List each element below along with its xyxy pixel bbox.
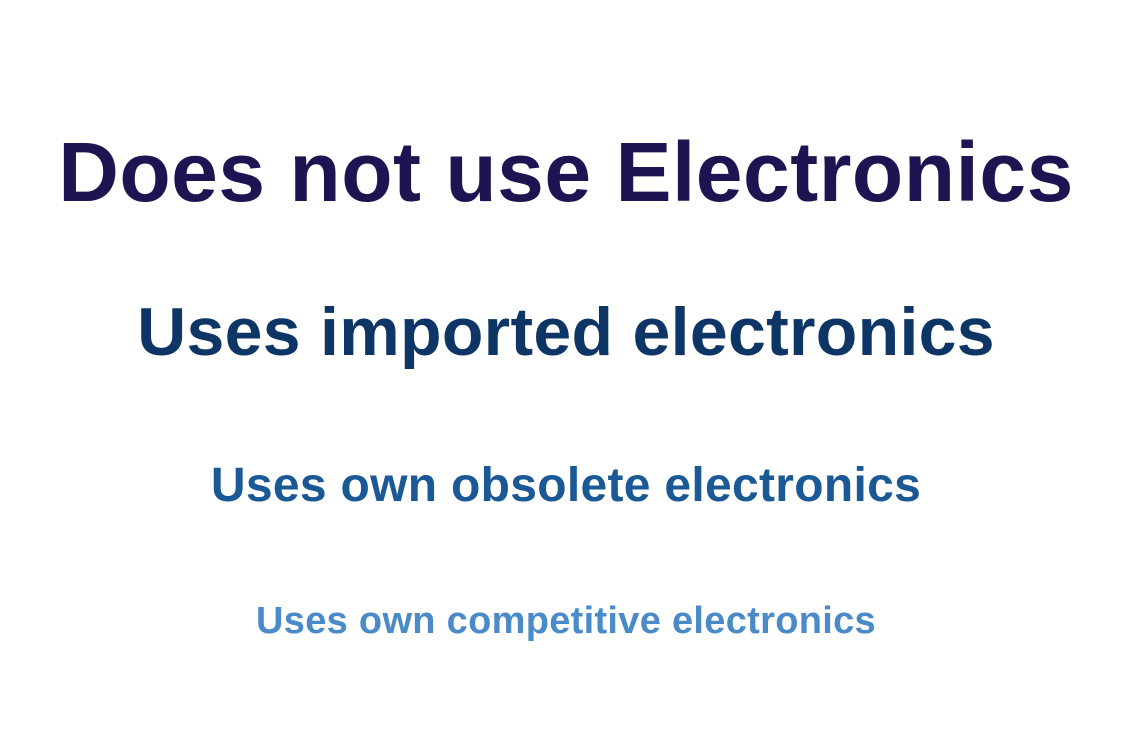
line-imported-electronics: Uses imported electronics [137, 294, 995, 370]
line-own-competitive-electronics: Uses own competitive electronics [256, 600, 876, 642]
line-no-electronics: Does not use Electronics [58, 125, 1074, 219]
line-own-obsolete-electronics: Uses own obsolete electronics [210, 459, 922, 512]
